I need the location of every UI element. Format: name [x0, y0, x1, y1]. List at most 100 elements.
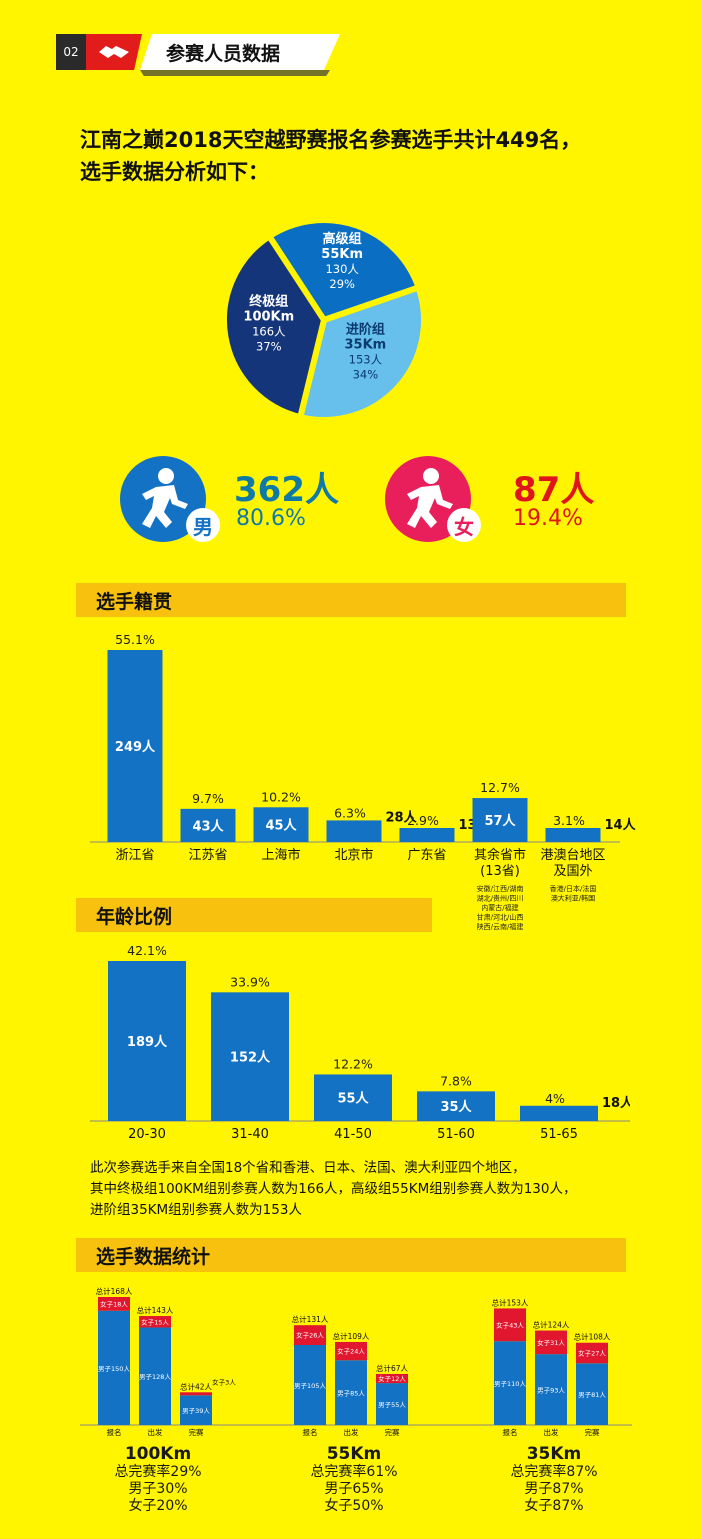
female-label: 女子31人	[537, 1338, 565, 1347]
handshake-icon	[99, 46, 129, 58]
age-bar-chart: 189人 42.1% 20-30 152人 33.9% 31-40 55人 12.2% 41-5…	[90, 943, 630, 1142]
summary-line: 女子87%	[524, 1498, 584, 1514]
bar-value-label: 189人	[127, 1034, 168, 1050]
x-tick-label: 出发	[544, 1427, 559, 1437]
x-tick-note: 湖北/贵州/四川	[477, 894, 524, 903]
bar-female	[180, 1392, 212, 1396]
total-label: 总计153人	[492, 1297, 529, 1307]
pie-slice-label: 高级组	[323, 231, 362, 247]
male-label: 男子93人	[537, 1387, 565, 1395]
female-percent: 19.4%	[513, 506, 583, 531]
pie-slice-label: 130人	[325, 262, 359, 276]
male-label: 男子81人	[578, 1391, 606, 1399]
bar-male	[576, 1363, 608, 1425]
bar-value-label: 55人	[337, 1091, 369, 1107]
runner-icon	[142, 468, 188, 528]
x-tick-label: 其余省市	[474, 847, 526, 863]
x-tick-note: 香港/日本/法国	[550, 884, 597, 893]
bar-percent-label: 4%	[545, 1091, 565, 1106]
section-stats-title: 选手数据统计	[76, 1238, 626, 1272]
female-label: 女子43人	[496, 1320, 524, 1329]
x-tick-note: 甘肃/河北/山西	[477, 913, 524, 922]
female-label: 女子18人	[100, 1299, 128, 1308]
summary-note: 此次参赛选手来自全国18个省和香港、日本、法国、澳大利亚四个地区， 其中终极组1…	[90, 1158, 650, 1221]
summary-title: 100Km	[124, 1444, 192, 1464]
bar-male	[98, 1310, 130, 1425]
bar	[211, 992, 289, 1121]
note-line-2: 其中终极组100KM组别参赛人数为166人，高级组55KM组别参赛人数为130人…	[90, 1181, 577, 1197]
bar-percent-label: 7.8%	[440, 1073, 472, 1088]
intro-text: 江南之巅2018天空越野赛报名参赛选手共计449名， 选手数据分析如下：	[80, 124, 660, 188]
pie-slice-label: 37%	[256, 339, 282, 353]
pie-slice-label: 166人	[252, 324, 286, 338]
bar	[253, 807, 309, 842]
summary-line: 总完赛率87%	[510, 1464, 598, 1480]
total-label: 总计168人	[96, 1286, 133, 1296]
origin-bar-chart: 249人 55.1% 浙江省 43人 9.7% 江苏省 45人 10.2% 上海市 28人 6.3%…	[90, 632, 637, 930]
x-tick-label: 浙江省	[115, 848, 154, 863]
x-tick-note: 安徽/江西/湖南	[477, 884, 524, 893]
pie-slice	[296, 283, 427, 423]
bar-male	[294, 1345, 326, 1425]
male-label: 男子128人	[139, 1373, 171, 1381]
female-label: 女子26人	[296, 1331, 324, 1340]
bar-female	[294, 1325, 326, 1345]
summary-line: 男子87%	[524, 1481, 584, 1497]
bar-value-label: 14人	[605, 817, 637, 833]
male-label: 男子39人	[182, 1407, 210, 1415]
total-label: 总计42人	[180, 1381, 213, 1391]
x-tick-label: 51-60	[437, 1127, 475, 1142]
male-label: 男子150人	[98, 1365, 130, 1373]
male-label: 男子55人	[378, 1401, 406, 1409]
header-shadow	[140, 70, 330, 76]
x-tick-label: 及国外	[553, 864, 592, 879]
bar-female	[335, 1341, 367, 1361]
x-tick-label: 江苏省	[188, 847, 227, 863]
intro-line-1: 江南之巅2018天空越野赛报名参赛选手共计449名，	[80, 128, 582, 152]
bar-female	[98, 1297, 130, 1311]
female-label: 女子27人	[578, 1349, 606, 1358]
female-label: 女子3人	[212, 1377, 236, 1386]
x-tick-label: 完赛	[189, 1427, 204, 1437]
x-tick-label: 报名	[107, 1427, 122, 1437]
bar-percent-label: 2.9%	[407, 813, 439, 828]
pie-slice-label: 153人	[349, 353, 383, 367]
section-age-title: 年龄比例	[76, 898, 432, 932]
male-percent: 80.6%	[236, 506, 306, 531]
male-label: 男子85人	[337, 1390, 365, 1398]
x-tick-label: 51-65	[540, 1127, 578, 1142]
summary-line: 男子30%	[128, 1481, 188, 1497]
bar	[417, 1091, 495, 1121]
bar-value-label: 35人	[440, 1099, 472, 1115]
pie-slice-label: 29%	[329, 277, 355, 291]
bar-value-label: 57人	[484, 813, 516, 829]
note-line-3: 进阶组35KM组别参赛人数为153人	[90, 1202, 302, 1218]
total-label: 总计143人	[137, 1305, 174, 1315]
total-label: 总计124人	[533, 1320, 570, 1330]
bar	[326, 820, 382, 842]
bar-male	[335, 1360, 367, 1425]
summary-line: 总完赛率29%	[114, 1464, 202, 1480]
bar-male	[535, 1354, 567, 1425]
intro-line-2: 选手数据分析如下：	[80, 160, 269, 184]
note-line-1: 此次参赛选手来自全国18个省和香港、日本、法国、澳大利亚四个地区，	[90, 1160, 526, 1176]
x-tick-label: 出发	[148, 1427, 163, 1437]
x-tick-label: 完赛	[385, 1427, 400, 1437]
bar-percent-label: 6.3%	[334, 805, 366, 820]
female-label: 女子15人	[141, 1317, 169, 1326]
summary-title: 55Km	[326, 1444, 382, 1464]
pie-slice	[221, 232, 328, 421]
summary-line: 女子50%	[324, 1498, 384, 1514]
x-tick-label: 北京市	[334, 847, 373, 863]
bar	[314, 1074, 392, 1121]
bar-value-label: 28人	[386, 809, 418, 825]
male-label: 男子110人	[494, 1380, 526, 1388]
bar-female	[576, 1342, 608, 1364]
bar-female	[494, 1308, 526, 1342]
summary-100km: 100Km 总完赛率29% 男子30% 女子20%	[78, 1444, 238, 1515]
x-tick-label: 20-30	[128, 1127, 166, 1142]
bar-percent-label: 12.2%	[333, 1056, 373, 1071]
bar-value-label: 152人	[230, 1050, 271, 1066]
